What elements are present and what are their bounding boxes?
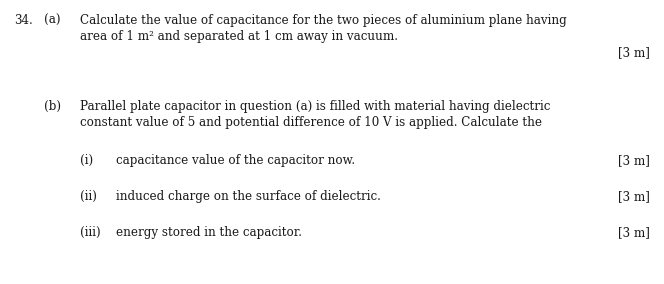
Text: [3 m]: [3 m] [618, 46, 650, 59]
Text: (i): (i) [80, 154, 93, 167]
Text: [3 m]: [3 m] [618, 190, 650, 203]
Text: energy stored in the capacitor.: energy stored in the capacitor. [116, 226, 302, 239]
Text: (iii): (iii) [80, 226, 101, 239]
Text: induced charge on the surface of dielectric.: induced charge on the surface of dielect… [116, 190, 381, 203]
Text: capacitance value of the capacitor now.: capacitance value of the capacitor now. [116, 154, 355, 167]
Text: (a): (a) [44, 14, 60, 27]
Text: (ii): (ii) [80, 190, 97, 203]
Text: 34.: 34. [14, 14, 33, 27]
Text: constant value of 5 and potential difference of 10 V is applied. Calculate the: constant value of 5 and potential differ… [80, 116, 542, 129]
Text: (b): (b) [44, 100, 61, 113]
Text: Parallel plate capacitor in question (a) is filled with material having dielectr: Parallel plate capacitor in question (a)… [80, 100, 550, 113]
Text: area of 1 m² and separated at 1 cm away in vacuum.: area of 1 m² and separated at 1 cm away … [80, 30, 398, 43]
Text: [3 m]: [3 m] [618, 226, 650, 239]
Text: Calculate the value of capacitance for the two pieces of aluminium plane having: Calculate the value of capacitance for t… [80, 14, 567, 27]
Text: [3 m]: [3 m] [618, 154, 650, 167]
